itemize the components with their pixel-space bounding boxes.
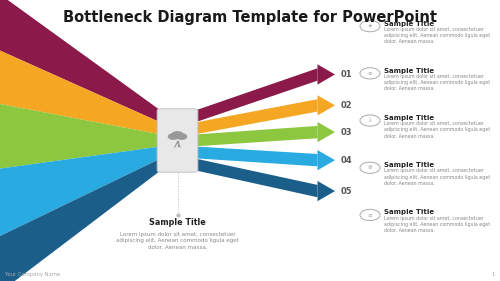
Text: ≡: ≡ — [368, 212, 372, 217]
Polygon shape — [0, 51, 161, 135]
Text: Sample Title: Sample Title — [384, 162, 434, 168]
Polygon shape — [0, 146, 161, 236]
Text: 04: 04 — [341, 156, 352, 165]
Text: ⊕: ⊕ — [368, 165, 372, 170]
Text: 03: 03 — [341, 128, 352, 137]
Text: 05: 05 — [341, 187, 352, 196]
Text: Lorem ipsum dolor sit amet, consectetuer
adipiscing elit. Aenean commodo ligula : Lorem ipsum dolor sit amet, consectetuer… — [384, 216, 490, 233]
Text: ✦: ✦ — [368, 24, 372, 29]
Text: Sample Title: Sample Title — [384, 21, 434, 26]
Text: Sample Title: Sample Title — [384, 209, 434, 215]
Text: Sample Title: Sample Title — [384, 68, 434, 74]
Text: Lorem ipsum dolor sit amet, consectetuer
adipiscing elit. Aenean commodo ligula : Lorem ipsum dolor sit amet, consectetuer… — [384, 27, 490, 44]
Polygon shape — [0, 0, 161, 123]
Text: ≡: ≡ — [368, 71, 372, 76]
Text: 01: 01 — [341, 70, 352, 79]
FancyBboxPatch shape — [157, 109, 198, 172]
Circle shape — [178, 134, 186, 139]
Text: Lorem ipsum dolor sit amet, consectetuer
adipiscing elit. Aenean commodo ligula : Lorem ipsum dolor sit amet, consectetuer… — [384, 121, 490, 139]
Text: Sample Title: Sample Title — [384, 115, 434, 121]
Circle shape — [172, 132, 183, 138]
Text: Lorem ipsum dolor sit amet, consectetuer
adipiscing elit. Aenean commodo ligula : Lorem ipsum dolor sit amet, consectetuer… — [384, 74, 490, 91]
Polygon shape — [194, 68, 318, 123]
Text: Your Company Name: Your Company Name — [5, 272, 60, 277]
Circle shape — [168, 134, 177, 139]
Polygon shape — [194, 126, 318, 146]
Text: 02: 02 — [341, 101, 352, 110]
Polygon shape — [194, 99, 318, 135]
Text: Bottleneck Diagram Template for PowerPoint: Bottleneck Diagram Template for PowerPoi… — [63, 10, 437, 25]
Text: Lorem ipsum dolor sit amet, consectetuer
adipiscing elit. Aenean commodo ligula : Lorem ipsum dolor sit amet, consectetuer… — [384, 168, 490, 186]
Polygon shape — [318, 95, 335, 115]
Polygon shape — [194, 158, 318, 197]
Polygon shape — [0, 104, 161, 169]
Polygon shape — [0, 158, 161, 281]
Polygon shape — [318, 64, 335, 85]
Text: Sample Title: Sample Title — [149, 218, 206, 227]
Polygon shape — [318, 122, 335, 142]
Polygon shape — [318, 181, 335, 201]
Polygon shape — [194, 146, 318, 166]
Text: 1: 1 — [492, 272, 495, 277]
FancyBboxPatch shape — [170, 135, 185, 139]
Text: ↓: ↓ — [368, 118, 372, 123]
Polygon shape — [318, 150, 335, 170]
Text: Lorem ipsum dolor sit amet, consectetuer
adipiscing elit. Aenean commodo ligula : Lorem ipsum dolor sit amet, consectetuer… — [116, 232, 239, 250]
